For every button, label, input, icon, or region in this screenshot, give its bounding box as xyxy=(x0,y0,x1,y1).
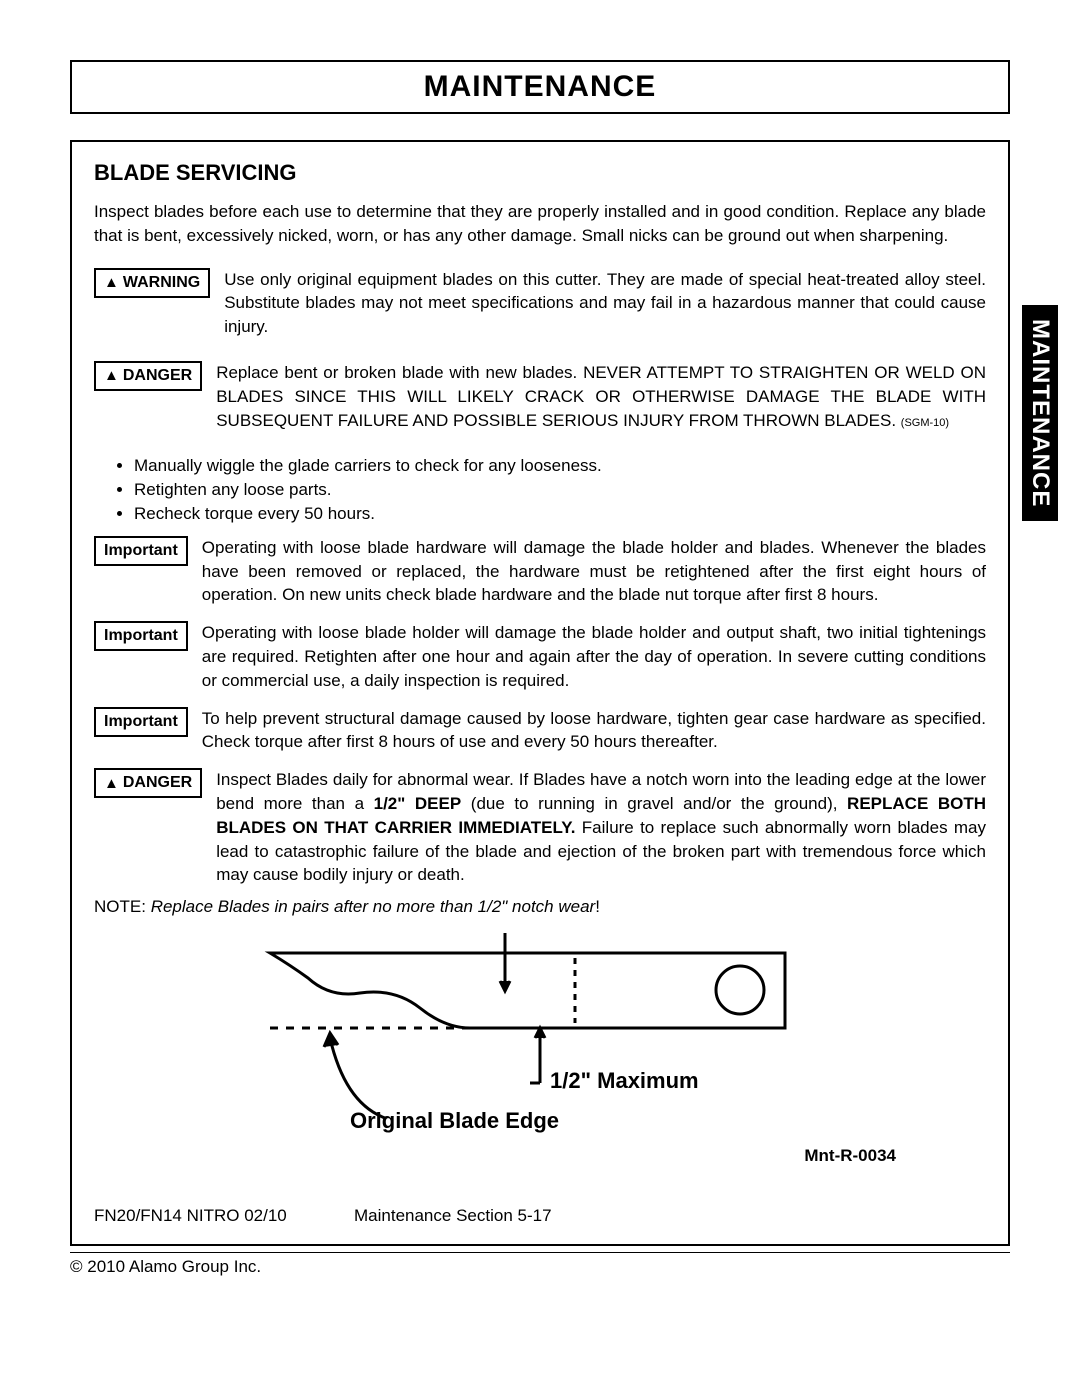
danger1-callout: ▲ DANGER Replace bent or broken blade wi… xyxy=(94,361,986,432)
important3-text: To help prevent structural damage caused… xyxy=(202,707,986,755)
danger1-ref: (SGM-10) xyxy=(901,417,949,429)
warning-callout: ▲ WARNING Use only original equipment bl… xyxy=(94,268,986,339)
footer-left: FN20/FN14 NITRO 02/10 xyxy=(94,1206,354,1226)
diagram-max-label: 1/2" Maximum xyxy=(550,1068,699,1093)
page: MAINTENANCE MAINTENANCE BLADE SERVICING … xyxy=(0,0,1080,1397)
page-title: MAINTENANCE xyxy=(72,70,1008,104)
danger2-label-text: DANGER xyxy=(123,774,192,792)
danger1-label-text: DANGER xyxy=(123,367,192,385)
warning-label: ▲ WARNING xyxy=(94,268,210,298)
important2-label: Important xyxy=(94,621,188,651)
danger2-mid: (due to running in gravel and/or the gro… xyxy=(471,794,847,813)
danger-icon: ▲ xyxy=(104,367,119,384)
diagram-ref: Mnt-R-0034 xyxy=(94,1146,896,1166)
blade-svg: 1/2" Maximum Original Blade Edge xyxy=(230,933,850,1133)
content-box: BLADE SERVICING Inspect blades before ea… xyxy=(70,140,1010,1246)
important1-callout: Important Operating with loose blade har… xyxy=(94,536,986,607)
note-text: Replace Blades in pairs after no more th… xyxy=(151,897,596,916)
danger1-label: ▲ DANGER xyxy=(94,361,202,391)
warning-label-text: WARNING xyxy=(123,274,200,292)
important2-callout: Important Operating with loose blade hol… xyxy=(94,621,986,692)
section-tab: MAINTENANCE xyxy=(1022,305,1058,521)
copyright: © 2010 Alamo Group Inc. xyxy=(70,1252,1010,1277)
footer-line: FN20/FN14 NITRO 02/10 Maintenance Sectio… xyxy=(94,1206,986,1226)
danger-icon: ▲ xyxy=(104,775,119,792)
diagram-edge-label: Original Blade Edge xyxy=(350,1108,559,1133)
danger2-label: ▲ DANGER xyxy=(94,768,202,798)
intro-text: Inspect blades before each use to determ… xyxy=(94,200,986,248)
important2-text: Operating with loose blade holder will d… xyxy=(202,621,986,692)
section-title: BLADE SERVICING xyxy=(94,160,986,186)
blade-diagram: 1/2" Maximum Original Blade Edge xyxy=(94,933,986,1138)
important1-label: Important xyxy=(94,536,188,566)
important1-label-text: Important xyxy=(104,542,178,560)
bullet-item: Recheck torque every 50 hours. xyxy=(134,502,986,526)
important3-label: Important xyxy=(94,707,188,737)
page-title-box: MAINTENANCE xyxy=(70,60,1010,114)
danger1-text: Replace bent or broken blade with new bl… xyxy=(216,361,986,432)
danger1-body: Replace bent or broken blade with new bl… xyxy=(216,363,986,430)
danger2-text: Inspect Blades daily for abnormal wear. … xyxy=(216,768,986,887)
important2-label-text: Important xyxy=(104,627,178,645)
bullet-item: Retighten any loose parts. xyxy=(134,478,986,502)
danger2-bold1: 1/2" DEEP xyxy=(374,794,462,813)
warning-icon: ▲ xyxy=(104,274,119,291)
note-label: NOTE: xyxy=(94,897,146,916)
warning-text: Use only original equipment blades on th… xyxy=(224,268,986,339)
bullet-item: Manually wiggle the glade carriers to ch… xyxy=(134,454,986,478)
important3-callout: Important To help prevent structural dam… xyxy=(94,707,986,755)
danger2-callout: ▲ DANGER Inspect Blades daily for abnorm… xyxy=(94,768,986,887)
footer-mid: Maintenance Section 5-17 xyxy=(354,1206,986,1226)
important1-text: Operating with loose blade hardware will… xyxy=(202,536,986,607)
important3-label-text: Important xyxy=(104,713,178,731)
note: NOTE: Replace Blades in pairs after no m… xyxy=(94,897,986,917)
bullet-list: Manually wiggle the glade carriers to ch… xyxy=(94,454,986,525)
